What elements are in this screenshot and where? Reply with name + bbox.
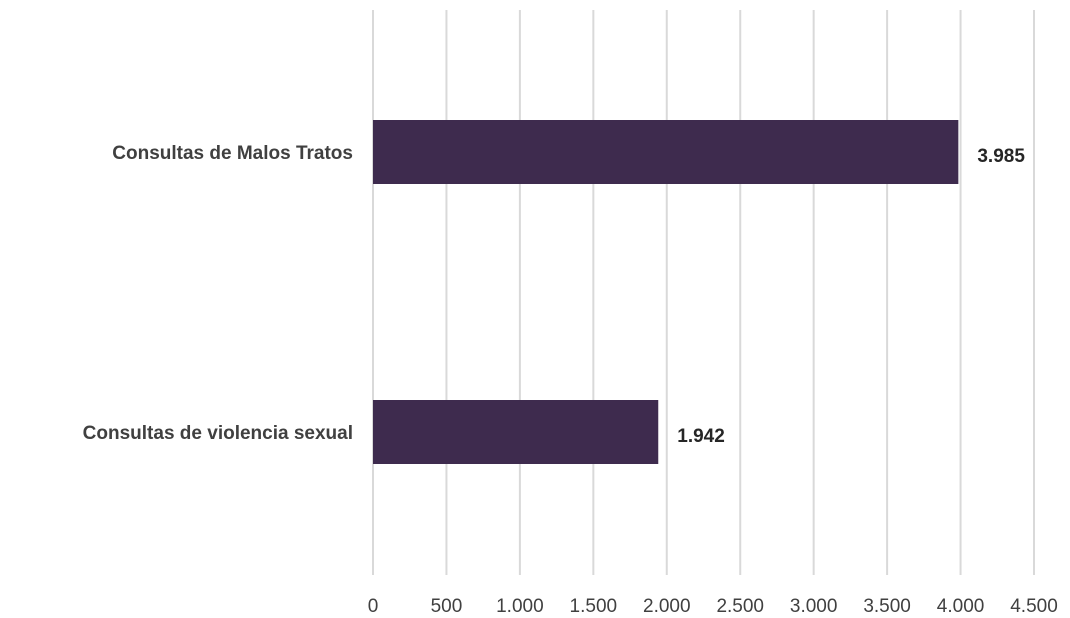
bars (373, 120, 959, 464)
x-tick-label: 1.500 (570, 596, 618, 617)
data-labels: 3.985 1.942 (677, 146, 1025, 447)
x-tick-label: 0 (368, 596, 379, 617)
x-tick-label: 500 (431, 596, 463, 617)
bar-2 (373, 400, 659, 464)
gridlines (372, 10, 1035, 575)
bar-1 (373, 120, 959, 184)
x-tick-label: 4.000 (937, 596, 985, 617)
x-tick-label: 1.000 (496, 596, 544, 617)
data-label: 1.942 (677, 426, 725, 447)
x-tick-label: 4.500 (1010, 596, 1058, 617)
x-tick-label: 2.000 (643, 596, 691, 617)
category-labels: Consultas de Malos Tratos Consultas de vi… (83, 143, 353, 444)
x-axis-tick-labels: 0 500 1.000 1.500 2.000 2.500 3.000 3.500 4.000 4… (368, 596, 1058, 617)
category-label: Consultas de violencia sexual (83, 423, 353, 444)
category-label: Consultas de Malos Tratos (112, 143, 353, 164)
x-tick-label: 3.000 (790, 596, 838, 617)
x-tick-label: 3.500 (863, 596, 911, 617)
data-label: 3.985 (977, 146, 1025, 167)
x-tick-label: 2.500 (716, 596, 764, 617)
